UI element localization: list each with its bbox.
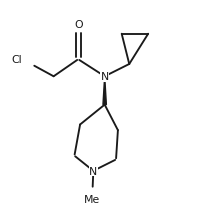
Text: O: O (74, 20, 83, 30)
Text: Cl: Cl (12, 55, 22, 65)
Text: N: N (89, 166, 97, 176)
Text: N: N (101, 72, 109, 82)
Text: Me: Me (84, 194, 101, 204)
Polygon shape (103, 77, 106, 105)
